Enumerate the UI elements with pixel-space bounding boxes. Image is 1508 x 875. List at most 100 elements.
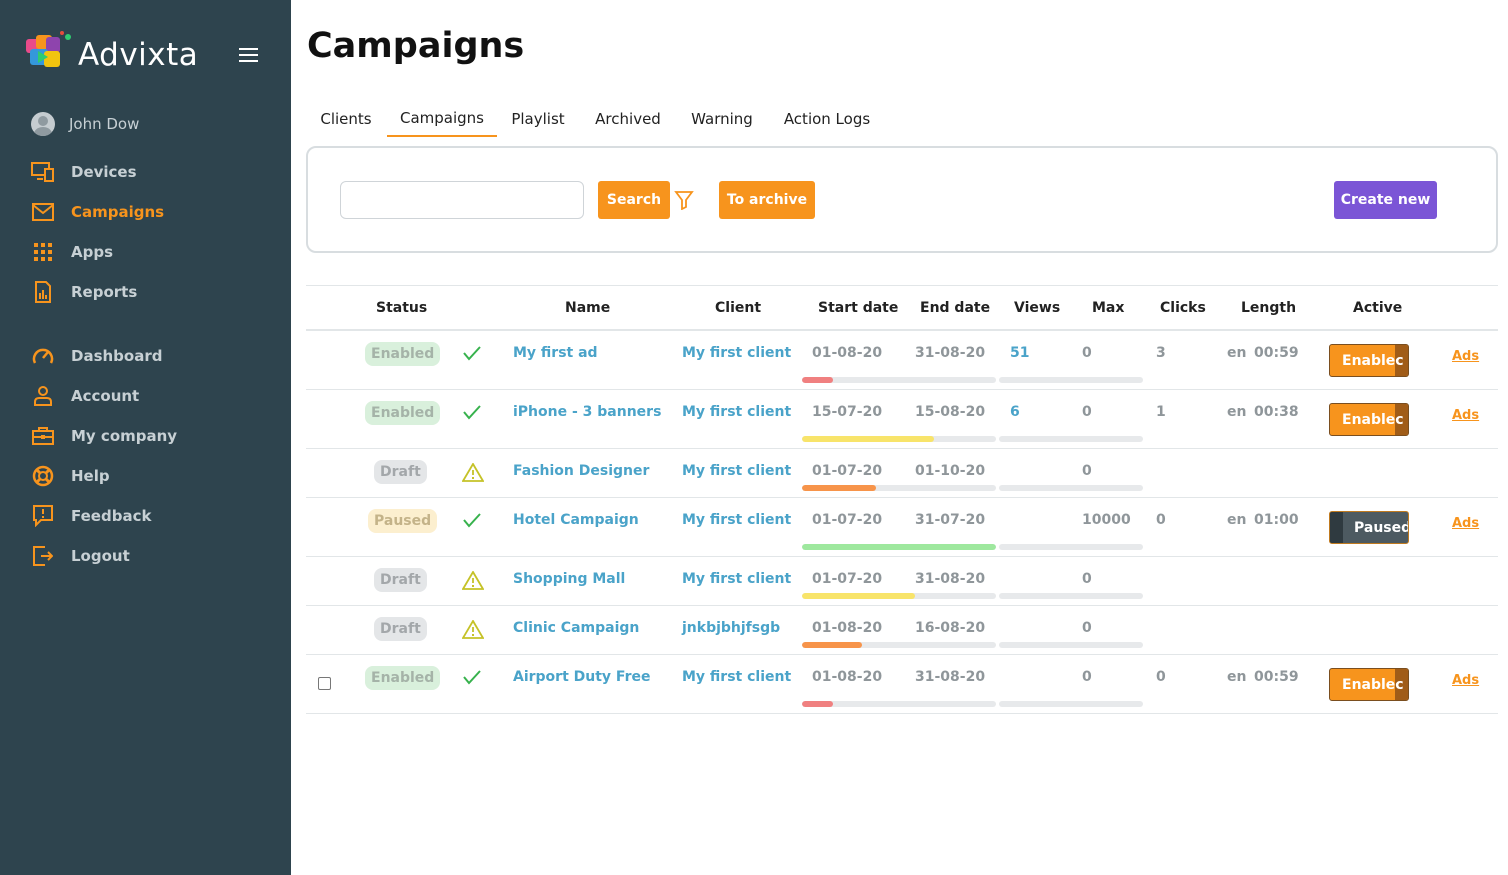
campaign-name-link[interactable]: Airport Duty Free <box>513 669 651 685</box>
client-link[interactable]: jnkbjbhjfsgb <box>682 620 781 636</box>
table-row[interactable]: Draft Clinic Campaign jnkbjbhjfsgb 01-08-20… <box>306 606 1498 655</box>
sidebar-item-help[interactable]: Help <box>31 464 110 488</box>
sidebar-item-feedback[interactable]: Feedback <box>31 504 151 528</box>
views-progress-bar <box>999 436 1143 442</box>
ad-length: 00:59 <box>1254 669 1299 685</box>
sidebar-item-label: Devices <box>71 163 137 181</box>
sidebar-item-logout[interactable]: Logout <box>31 544 130 568</box>
sidebar-item-apps[interactable]: Apps <box>31 240 113 264</box>
sidebar-item-my-company[interactable]: My company <box>31 424 177 448</box>
sidebar-item-label: Logout <box>71 547 130 565</box>
col-clicks[interactable]: Clicks <box>1160 300 1206 316</box>
views-progress-bar <box>999 593 1143 599</box>
end-date: 16-08-20 <box>915 620 986 636</box>
sidebar-item-reports[interactable]: Reports <box>31 280 137 304</box>
tab-playlist[interactable]: Playlist <box>511 109 565 128</box>
tab-action-logs[interactable]: Action Logs <box>783 109 871 128</box>
envelope-icon <box>31 200 55 224</box>
tab-warning[interactable]: Warning <box>691 109 753 128</box>
views-count[interactable]: 6 <box>1010 404 1020 420</box>
end-date: 31-08-20 <box>915 571 986 587</box>
campaign-name-link[interactable]: Fashion Designer <box>513 463 650 479</box>
col-max[interactable]: Max <box>1092 300 1125 316</box>
campaign-name-link[interactable]: Hotel Campaign <box>513 512 639 528</box>
start-date: 01-07-20 <box>812 571 883 587</box>
table-row[interactable]: Draft Shopping Mall My first client 01-07-2… <box>306 557 1498 606</box>
warning-icon <box>461 570 485 594</box>
sidebar-item-devices[interactable]: Devices <box>31 160 137 184</box>
tab-archived[interactable]: Archived <box>595 109 661 128</box>
active-toggle[interactable]: Enablec <box>1329 668 1409 701</box>
col-client[interactable]: Client <box>715 300 762 316</box>
filter-icon[interactable] <box>674 190 694 210</box>
table-row[interactable]: Enabled Airport Duty Free My first client 0… <box>306 655 1498 714</box>
table-row[interactable]: Enabled iPhone - 3 banners My first client… <box>306 390 1498 449</box>
campaign-name-link[interactable]: My first ad <box>513 345 598 361</box>
col-length[interactable]: Length <box>1241 300 1297 316</box>
language-code: en <box>1227 669 1247 685</box>
speedometer-icon <box>31 344 55 368</box>
clicks-count: 0 <box>1156 512 1166 528</box>
client-link[interactable]: My first client <box>682 404 792 420</box>
client-link[interactable]: My first client <box>682 669 792 685</box>
max-count: 0 <box>1082 620 1092 636</box>
search-button[interactable]: Search <box>598 181 670 219</box>
max-count: 0 <box>1082 345 1092 361</box>
status-badge: Enabled <box>365 342 441 366</box>
ads-link[interactable]: Ads <box>1452 408 1480 423</box>
create-new-button[interactable]: Create new <box>1334 181 1437 219</box>
client-link[interactable]: My first client <box>682 512 792 528</box>
tab-campaigns[interactable]: Campaigns <box>387 100 497 137</box>
client-link[interactable]: My first client <box>682 345 792 361</box>
views-count[interactable]: 51 <box>1010 345 1030 361</box>
row-checkbox[interactable] <box>318 677 331 690</box>
date-progress-bar <box>802 642 996 648</box>
active-toggle[interactable]: Enablec <box>1329 403 1409 436</box>
language-code: en <box>1227 512 1247 528</box>
date-progress-fill <box>802 593 915 599</box>
start-date: 01-07-20 <box>812 512 883 528</box>
tab-clients[interactable]: Clients <box>320 109 372 128</box>
col-name[interactable]: Name <box>565 300 611 316</box>
to-archive-button[interactable]: To archive <box>719 181 815 219</box>
campaign-name-link[interactable]: iPhone - 3 banners <box>513 404 662 420</box>
active-toggle-label: Paused <box>1354 520 1409 536</box>
ad-length: 00:59 <box>1254 345 1299 361</box>
active-toggle[interactable]: Enablec <box>1329 344 1409 377</box>
col-status[interactable]: Status <box>376 300 428 316</box>
report-icon <box>31 280 55 304</box>
ads-link[interactable]: Ads <box>1452 349 1480 364</box>
language-code: en <box>1227 404 1247 420</box>
search-input[interactable] <box>340 181 584 219</box>
ads-link[interactable]: Ads <box>1452 516 1480 531</box>
briefcase-icon <box>31 424 55 448</box>
views-progress-bar <box>999 485 1143 491</box>
sidebar-item-label: Dashboard <box>71 347 163 365</box>
col-views[interactable]: Views <box>1014 300 1061 316</box>
table-row[interactable]: Draft Fashion Designer My first client 01-0… <box>306 449 1498 498</box>
client-link[interactable]: My first client <box>682 463 792 479</box>
status-badge: Draft <box>374 460 427 484</box>
campaign-name-link[interactable]: Clinic Campaign <box>513 620 640 636</box>
menu-toggle-icon[interactable] <box>239 48 258 62</box>
col-active[interactable]: Active <box>1353 300 1403 316</box>
user-profile[interactable]: John Dow <box>31 112 139 136</box>
sidebar-item-dashboard[interactable]: Dashboard <box>31 344 162 368</box>
table-header: Status Name Client Start date End date V… <box>306 285 1498 331</box>
client-link[interactable]: My first client <box>682 571 792 587</box>
sidebar-item-campaigns[interactable]: Campaigns <box>31 200 164 224</box>
sidebar-item-label: Help <box>71 467 110 485</box>
table-row[interactable]: Enabled My first ad My first client 01-08-2… <box>306 331 1498 390</box>
logo-mark-icon <box>26 31 71 67</box>
sidebar-item-account[interactable]: Account <box>31 384 139 408</box>
active-toggle[interactable]: Paused <box>1329 511 1409 544</box>
max-count: 10000 <box>1082 512 1131 528</box>
ads-link[interactable]: Ads <box>1452 673 1480 688</box>
date-progress-bar <box>802 436 996 442</box>
app-logo[interactable]: Advixta <box>24 31 224 75</box>
date-progress-bar <box>802 377 996 383</box>
campaign-name-link[interactable]: Shopping Mall <box>513 571 626 587</box>
col-end-date[interactable]: End date <box>920 300 991 316</box>
col-start-date[interactable]: Start date <box>818 300 899 316</box>
table-row[interactable]: Paused Hotel Campaign My first client 01-07… <box>306 498 1498 690</box>
